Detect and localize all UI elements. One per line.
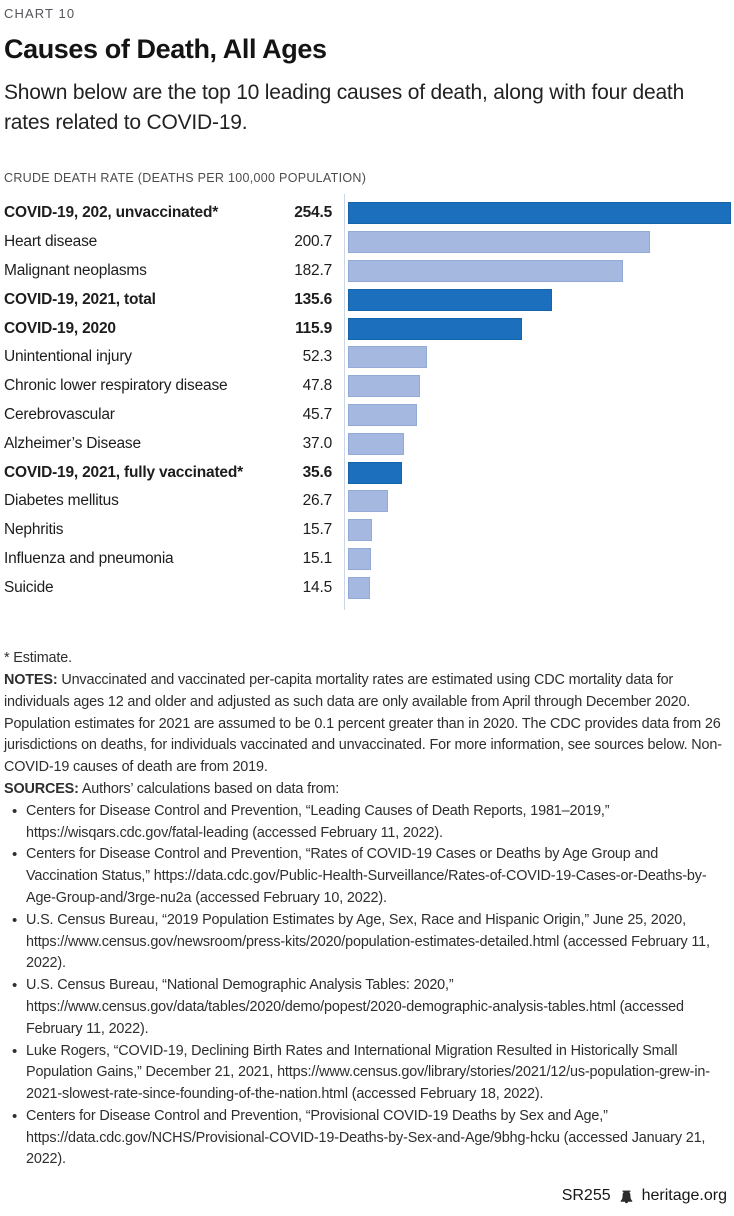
bar: [348, 202, 731, 225]
bar: [348, 432, 404, 455]
chart-row: COVID-19, 2020 115.9: [4, 314, 727, 343]
category-label: Suicide: [4, 578, 54, 596]
value-label: 15.1: [302, 549, 333, 567]
category-label: Influenza and pneumonia: [4, 549, 174, 567]
sources-list: Centers for Disease Control and Preventi…: [4, 801, 727, 1172]
value-label: 52.3: [302, 348, 333, 366]
value-label: 15.7: [302, 521, 333, 539]
bar-track: [344, 461, 727, 484]
chart-row: COVID-19, 202, unvaccinated* 254.5: [4, 199, 731, 228]
bar: [348, 259, 623, 282]
value-label: 47.8: [302, 377, 333, 395]
bar-track: [344, 375, 727, 398]
bar-track: [344, 403, 727, 426]
chart-row: Cerebrovascular 45.7: [4, 401, 727, 430]
bar: [348, 519, 372, 542]
bar: [348, 576, 370, 599]
chart-row: Chronic lower respiratory disease 47.8: [4, 372, 727, 401]
sources-label: SOURCES:: [4, 780, 79, 797]
category-label: COVID-19, 2021, fully vaccinated*: [4, 463, 243, 481]
category-label: Cerebrovascular: [4, 405, 115, 423]
bar: [348, 403, 417, 426]
chart-subtitle: Shown below are the top 10 leading cause…: [4, 81, 685, 134]
bar: [348, 346, 427, 369]
value-label: 14.5: [302, 578, 333, 596]
chart-row: Malignant neoplasms 182.7: [4, 257, 727, 286]
category-label: COVID-19, 2020: [4, 319, 116, 337]
bar: [348, 375, 420, 398]
category-label: Unintentional injury: [4, 348, 132, 366]
value-label: 135.6: [294, 290, 332, 308]
bar-track: [344, 202, 731, 225]
chart-row: Heart disease 200.7: [4, 228, 727, 257]
source-item: U.S. Census Bureau, “2019 Population Est…: [4, 910, 727, 975]
bar: [348, 461, 402, 484]
value-label: 200.7: [294, 233, 332, 251]
estimate-footnote: * Estimate.: [4, 650, 72, 667]
bar-track: [344, 432, 727, 455]
axis-baseline: [344, 194, 345, 611]
bar-track: [344, 576, 727, 599]
bar: [348, 317, 523, 340]
bar: [348, 547, 371, 570]
chart-number: CHART 10: [4, 6, 76, 21]
source-item: Centers for Disease Control and Preventi…: [4, 1106, 727, 1171]
page-title: Causes of Death, All Ages: [4, 34, 327, 64]
notes-paragraph: NOTES: Unvaccinated and vaccinated per-c…: [4, 670, 727, 779]
chart-row: Diabetes mellitus 26.7: [4, 487, 727, 516]
bar-track: [344, 547, 727, 570]
chart-row: Nephritis 15.7: [4, 516, 727, 545]
sources-heading: SOURCES: Authors’ calculations based on …: [4, 779, 727, 801]
bar-track: [344, 288, 727, 311]
bar: [348, 231, 651, 254]
category-label: Diabetes mellitus: [4, 492, 119, 510]
bar-track: [344, 259, 727, 282]
value-label: 182.7: [294, 261, 332, 279]
chart-row: Unintentional injury 52.3: [4, 343, 727, 372]
site-name: heritage.org: [641, 1187, 727, 1204]
source-item: Luke Rogers, “COVID-19, Declining Birth …: [4, 1041, 727, 1106]
value-label: 115.9: [295, 319, 332, 337]
value-label: 254.5: [294, 204, 332, 222]
report-id: SR255: [561, 1187, 611, 1204]
notes-text: Unvaccinated and vaccinated per-capita m…: [4, 671, 722, 776]
value-label: 35.6: [302, 463, 333, 481]
chart-row: Alzheimer’s Disease 37.0: [4, 429, 727, 458]
source-item: Centers for Disease Control and Preventi…: [4, 844, 727, 909]
source-item: U.S. Census Bureau, “National Demographi…: [4, 975, 727, 1040]
category-label: COVID-19, 2021, total: [4, 290, 156, 308]
sources-intro: Authors’ calculations based on data from…: [81, 780, 340, 797]
bar: [348, 288, 553, 311]
bar-track: [344, 519, 727, 542]
report-page: CHART 10 Causes of Death, All Ages Shown…: [0, 6, 734, 1171]
notes-label: NOTES:: [4, 671, 58, 688]
liberty-bell-icon: [618, 1188, 635, 1205]
bar-track: [344, 346, 727, 369]
chart-row: COVID-19, 2021, fully vaccinated* 35.6: [4, 458, 727, 487]
category-label: COVID-19, 202, unvaccinated*: [4, 204, 219, 222]
category-label: Alzheimer’s Disease: [4, 434, 141, 452]
category-label: Malignant neoplasms: [4, 261, 147, 279]
source-item: Centers for Disease Control and Preventi…: [4, 801, 727, 845]
page-footer: SR255 heritage.org: [562, 1187, 727, 1205]
bar-track: [344, 231, 727, 254]
chart-row: Suicide 14.5: [4, 573, 727, 602]
bar: [348, 490, 389, 513]
value-label: 26.7: [302, 492, 333, 510]
category-label: Chronic lower respiratory disease: [4, 377, 228, 395]
bar-track: [344, 317, 727, 340]
value-label: 37.0: [302, 434, 333, 452]
value-label: 45.7: [302, 405, 333, 423]
chart-row: Influenza and pneumonia 15.1: [4, 545, 727, 574]
category-label: Heart disease: [4, 233, 98, 251]
chart-row: COVID-19, 2021, total 135.6: [4, 285, 727, 314]
bar-track: [344, 490, 727, 513]
bar-chart: COVID-19, 202, unvaccinated* 254.5 Heart d…: [4, 194, 731, 611]
axis-unit-label: CRUDE DEATH RATE (DEATHS PER 100,000 POP…: [4, 171, 367, 185]
notes-section: * Estimate. NOTES: Unvaccinated and vacc…: [4, 648, 727, 1171]
category-label: Nephritis: [4, 521, 64, 539]
chart-rows: COVID-19, 202, unvaccinated* 254.5 Heart d…: [4, 199, 731, 602]
